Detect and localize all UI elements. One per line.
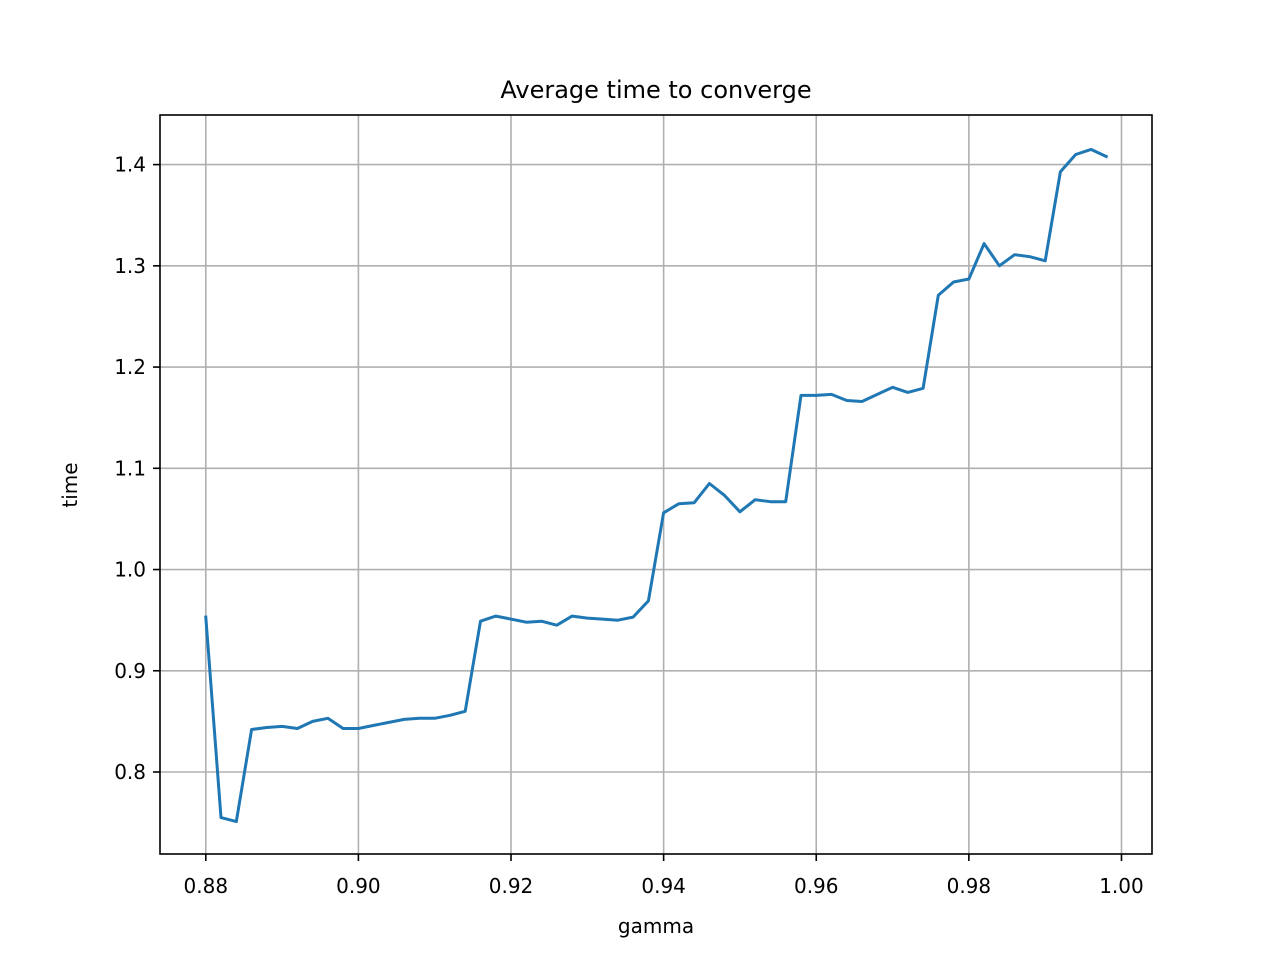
plot-frame (159, 114, 1153, 855)
y-tick-label: 1.4 (114, 153, 146, 177)
y-tick-label: 1.3 (114, 254, 146, 278)
grid-lines (160, 115, 1152, 854)
x-tick-label: 0.98 (947, 874, 992, 898)
x-axis-title: gamma (618, 914, 694, 938)
x-tick-label: 0.96 (794, 874, 839, 898)
x-tick-label: 0.92 (489, 874, 534, 898)
y-axis-title: time (58, 462, 82, 507)
y-tick-label: 1.0 (114, 558, 146, 582)
x-tick-label: 1.00 (1099, 874, 1144, 898)
y-tick-label: 1.1 (114, 456, 146, 480)
x-axis-ticks: 0.88 0.90 0.92 0.94 0.96 0.98 1.00 (184, 854, 1144, 898)
x-tick-label: 0.88 (184, 874, 229, 898)
x-tick-label: 0.94 (641, 874, 686, 898)
series-line (204, 147, 1109, 824)
y-tick-label: 0.9 (114, 659, 146, 683)
y-tick-label: 1.2 (114, 355, 146, 379)
y-tick-label: 0.8 (114, 760, 146, 784)
data-series (204, 147, 1109, 824)
y-axis-ticks: 0.8 0.9 1.0 1.1 1.2 1.3 1.4 (114, 153, 160, 784)
chart-title: Average time to converge (500, 76, 811, 104)
x-tick-label: 0.90 (336, 874, 381, 898)
